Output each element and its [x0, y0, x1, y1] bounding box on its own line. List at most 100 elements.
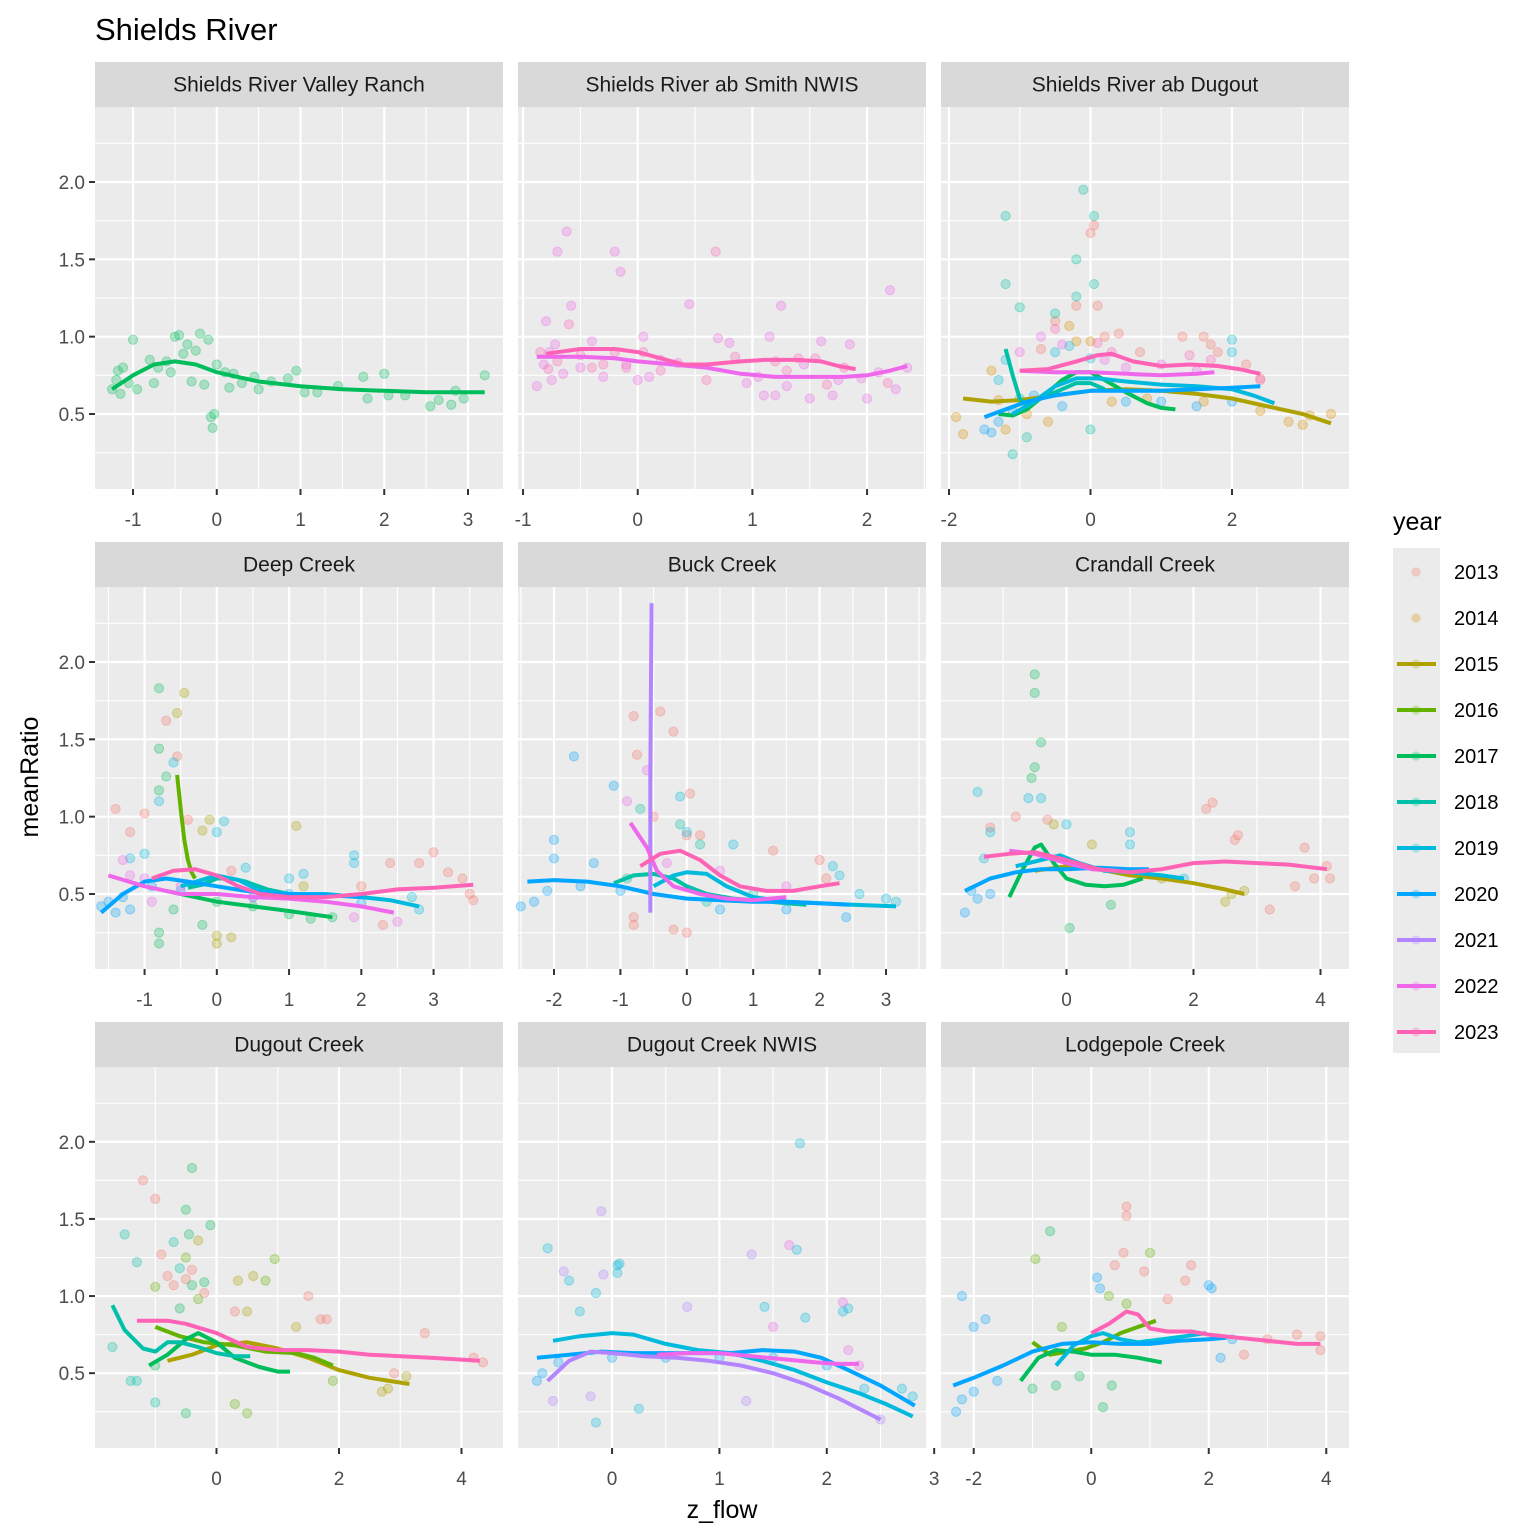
- data-point-2013: [1229, 834, 1240, 845]
- legend-point-key: [1411, 613, 1421, 623]
- data-point-2015: [232, 1275, 244, 1286]
- data-point-2019: [348, 857, 360, 869]
- data-point-2022: [684, 299, 695, 310]
- data-point-2020: [548, 853, 560, 864]
- data-point-2023: [1092, 337, 1103, 348]
- data-point-2018: [635, 803, 646, 815]
- data-point-2022: [1120, 362, 1131, 373]
- data-point-2015: [1220, 896, 1231, 907]
- data-point-2013: [1201, 803, 1212, 815]
- data-point-2019: [614, 1258, 625, 1269]
- legend-label: 2023: [1454, 1022, 1499, 1044]
- data-point-2019: [283, 873, 295, 884]
- data-point-2020: [956, 1290, 968, 1302]
- data-point-2020: [608, 780, 619, 791]
- data-point-2013: [1264, 904, 1275, 915]
- data-point-2013: [1085, 227, 1096, 239]
- data-point-2022: [724, 337, 735, 348]
- data-point-2022: [598, 371, 609, 382]
- legend-label: 2022: [1454, 976, 1499, 998]
- data-point-2015: [291, 820, 302, 832]
- data-point-2017: [153, 785, 165, 796]
- data-point-2013: [668, 726, 679, 737]
- legend-point-key: [1411, 935, 1421, 945]
- data-point-2017: [1064, 922, 1075, 934]
- x-tick-label: 2: [379, 510, 390, 531]
- data-point-2013: [171, 751, 183, 762]
- data-point-2016: [1056, 1321, 1067, 1333]
- data-point-2013: [1315, 1331, 1326, 1342]
- x-tick-label: -2: [965, 1469, 982, 1490]
- data-point-2019: [1050, 347, 1061, 358]
- data-point-2019: [542, 1243, 553, 1254]
- data-point-2013: [1177, 331, 1188, 342]
- data-point-2020: [1191, 401, 1202, 412]
- smooth-line-2020: [964, 865, 1149, 893]
- data-point-2013: [685, 788, 696, 799]
- data-point-2022: [615, 266, 626, 277]
- data-point-2013: [182, 814, 194, 825]
- data-point-2023: [701, 374, 712, 386]
- data-point-2020: [956, 1394, 968, 1405]
- data-point-2013: [694, 830, 706, 841]
- data-point-2017: [205, 411, 217, 423]
- data-point-2020: [972, 893, 983, 904]
- data-point-2013: [428, 847, 439, 858]
- data-point-2015: [298, 881, 309, 892]
- legend-point-key: [1411, 889, 1421, 899]
- data-point-2020: [993, 416, 1004, 427]
- data-point-2017: [178, 348, 189, 359]
- data-point-2015: [291, 1321, 302, 1333]
- data-point-2022: [784, 1240, 795, 1251]
- legend-label: 2014: [1454, 608, 1499, 630]
- data-point-2017: [224, 382, 235, 393]
- data-point-2013: [1088, 220, 1100, 231]
- data-point-2022: [531, 381, 542, 392]
- data-point-2020: [537, 1368, 548, 1379]
- smooth-line-2020: [952, 1335, 1227, 1388]
- data-point-2017: [132, 384, 143, 395]
- data-point-2020: [992, 1375, 1003, 1387]
- data-point-2023: [1050, 323, 1061, 335]
- chart-title: Shields River: [95, 12, 278, 47]
- data-point-2018: [1085, 424, 1096, 435]
- data-point-2017: [205, 1220, 216, 1231]
- x-tick-label: 0: [1085, 510, 1096, 531]
- data-point-2016: [260, 1275, 271, 1286]
- data-point-2013: [1050, 316, 1061, 327]
- data-point-2013: [631, 749, 643, 760]
- data-point-2021: [585, 1391, 596, 1402]
- data-point-2013: [377, 919, 389, 931]
- data-point-2015: [179, 687, 190, 699]
- x-tick-label: 1: [747, 510, 758, 531]
- data-point-2017: [282, 373, 294, 384]
- data-point-2014: [958, 428, 969, 440]
- data-point-2022: [741, 377, 752, 389]
- data-point-2019: [1226, 334, 1238, 345]
- smooth-line-2022: [628, 821, 787, 903]
- smooth-line-2018: [110, 1304, 251, 1359]
- data-point-2020: [781, 904, 792, 915]
- legend-point-key: [1411, 1027, 1421, 1037]
- data-point-2019: [854, 888, 865, 900]
- legend-entry: 2022: [1397, 976, 1499, 998]
- x-tick-label: 3: [428, 990, 439, 1011]
- panel: Shields River Valley Ranch -1 0 1 2 3 0.5 1.0 1.…: [59, 62, 503, 531]
- data-point-2022: [661, 857, 672, 869]
- data-point-2020: [588, 857, 599, 869]
- data-point-2018: [1007, 449, 1018, 460]
- data-point-2023: [598, 359, 609, 370]
- data-point-2017: [291, 365, 302, 376]
- data-point-2017: [211, 359, 222, 370]
- data-point-2019: [153, 796, 165, 807]
- data-point-2013: [628, 711, 639, 722]
- legend-label: 2020: [1454, 884, 1499, 906]
- smooth-line-2017: [1019, 1348, 1163, 1383]
- data-point-2013: [414, 857, 425, 869]
- x-tick-label: 0: [211, 1469, 222, 1490]
- data-point-2022: [561, 226, 572, 237]
- data-point-2014: [1085, 336, 1096, 347]
- x-tick-label: 1: [295, 510, 306, 531]
- data-point-2013: [137, 1175, 149, 1186]
- data-point-2017: [173, 330, 185, 341]
